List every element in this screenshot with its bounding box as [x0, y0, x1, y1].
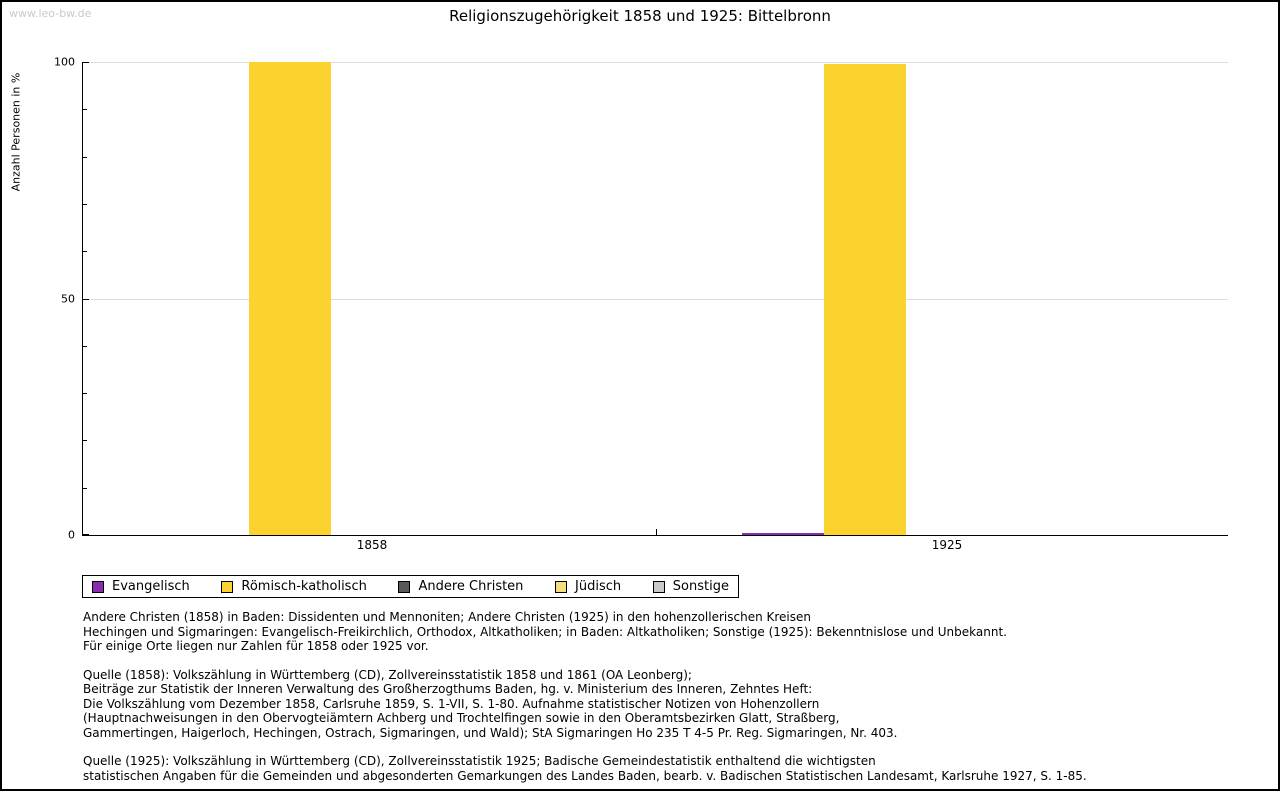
y-tick-label-0: 0	[68, 528, 75, 542]
footnote-line: Andere Christen (1858) in Baden: Disside…	[83, 610, 811, 624]
footnote-line: Quelle (1858): Volkszählung in Württembe…	[83, 667, 692, 682]
x-category-label-1858: 1858	[356, 538, 388, 552]
y-axis-label: Anzahl Personen in %	[9, 72, 23, 192]
footnote-line: Für einige Orte liegen nur Zahlen für 18…	[83, 639, 429, 653]
gridline-100	[83, 62, 1228, 63]
footnote-line: Die Volkszählung vom Dezember 1858, Carl…	[83, 696, 820, 711]
y-tick-label-50: 50	[61, 292, 75, 305]
legend-label: Sonstige	[672, 579, 729, 594]
footnote-line: Beiträge zur Statistik der Inneren Verwa…	[83, 682, 813, 696]
y-tick-label-100: 100	[54, 55, 75, 69]
y-tick-minor-80	[83, 156, 87, 158]
footnote-block-1: Andere Christen (1858) in Baden: Disside…	[83, 610, 1233, 654]
bar-r-misch-katholisch-1925	[824, 64, 906, 535]
legend-label: Römisch-katholisch	[241, 579, 367, 594]
footnote-line: statistischen Angaben für die Gemeinden …	[83, 768, 1087, 783]
legend-label: Andere Christen	[418, 579, 524, 594]
y-tick-minor-90	[83, 109, 87, 111]
y-tick-major-100	[83, 62, 89, 63]
x-category-label-1925: 1925	[931, 538, 963, 552]
legend-item-sonstige: Sonstige	[652, 579, 729, 594]
y-tick-major-50	[83, 298, 89, 300]
y-tick-minor-60	[83, 251, 87, 253]
y-tick-minor-70	[83, 203, 87, 205]
footnote-block-3: Quelle (1925): Volkszählung in Württembe…	[83, 754, 1233, 783]
legend-swatch-icon	[555, 580, 568, 593]
legend-item-evangelisch: Evangelisch	[92, 579, 190, 594]
legend-swatch-icon	[221, 580, 234, 593]
watermark-leo-bw: www.leo-bw.de	[9, 7, 92, 20]
y-tick-minor-40	[83, 345, 87, 347]
legend-item-andere-christen: Andere Christen	[398, 579, 523, 594]
legend-label: Evangelisch	[112, 579, 190, 594]
bar-evangelisch-1925	[742, 533, 824, 535]
x-tick-center	[655, 529, 657, 535]
legend-swatch-icon	[92, 580, 104, 593]
y-tick-major-0	[83, 534, 89, 535]
footnote-line: Quelle (1925): Volkszählung in Württembe…	[83, 754, 876, 768]
legend-item-j-disch: Jüdisch	[555, 579, 621, 594]
legend-swatch-icon	[398, 580, 411, 593]
plot-area: 0 50 100 1858 1925	[54, 56, 1228, 552]
bar-r-misch-katholisch-1858	[249, 62, 331, 535]
footnotes: Andere Christen (1858) in Baden: Disside…	[83, 610, 1233, 789]
legend-swatch-icon	[652, 580, 665, 593]
y-tick-minor-20	[83, 440, 87, 442]
legend-item-r-misch-katholisch: Römisch-katholisch	[221, 579, 367, 594]
y-tick-minor-10	[83, 487, 87, 489]
footnote-line: Gammertingen, Haigerloch, Hechingen, Ost…	[83, 725, 898, 740]
legend: Evangelisch Römisch-katholisch Andere Chri…	[82, 575, 739, 598]
y-tick-minor-30	[83, 393, 87, 395]
footnote-line: Hechingen und Sigmaringen: Evangelisch-F…	[83, 624, 1007, 639]
chart-title: Religionszugehörigkeit 1858 und 1925: Bi…	[449, 7, 831, 25]
legend-label: Jüdisch	[575, 579, 622, 594]
gridline-50	[83, 298, 1228, 300]
footnote-line: (Hauptnachweisungen in den Obervogteiämt…	[83, 711, 840, 725]
footnote-block-2: Quelle (1858): Volkszählung in Württembe…	[83, 668, 1233, 741]
